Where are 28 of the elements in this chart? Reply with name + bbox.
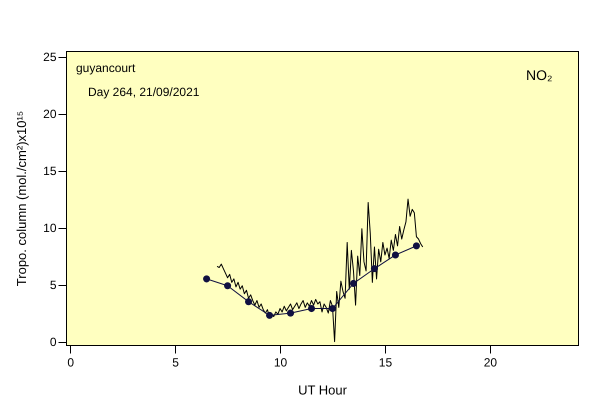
point: [245, 298, 252, 306]
y-tick-label: 20: [43, 107, 57, 122]
point: [308, 305, 316, 312]
point: [392, 251, 399, 259]
line-series: [216, 198, 424, 342]
point: [370, 265, 378, 272]
x-tick-label: 10: [274, 356, 288, 370]
y-axis-title: Tropo. column (mol./cm²)x10¹⁵: [14, 110, 30, 286]
point: [350, 280, 358, 287]
x-tick-label: 20: [484, 356, 498, 370]
point: [286, 310, 294, 317]
annotation: Day 264, 21/09/2021: [88, 85, 200, 99]
x-tick-label: 0: [67, 356, 74, 370]
annotation: NO₂: [526, 67, 552, 83]
y-tick-label: 25: [43, 50, 57, 64]
point: [224, 282, 232, 290]
point: [328, 305, 336, 312]
y-tick-label: 15: [43, 164, 57, 178]
x-tick-label: 15: [378, 356, 392, 370]
x-tick-label: 5: [172, 356, 180, 370]
y-tick-label: 10: [43, 221, 57, 236]
x-axis-title: UT Hour: [298, 382, 348, 398]
point: [412, 242, 420, 250]
y-tick-label: 0: [50, 335, 57, 350]
annotation: guyancourt: [76, 61, 136, 75]
y-tick-label: 5: [50, 278, 57, 292]
point: [203, 275, 210, 282]
point: [266, 312, 274, 319]
